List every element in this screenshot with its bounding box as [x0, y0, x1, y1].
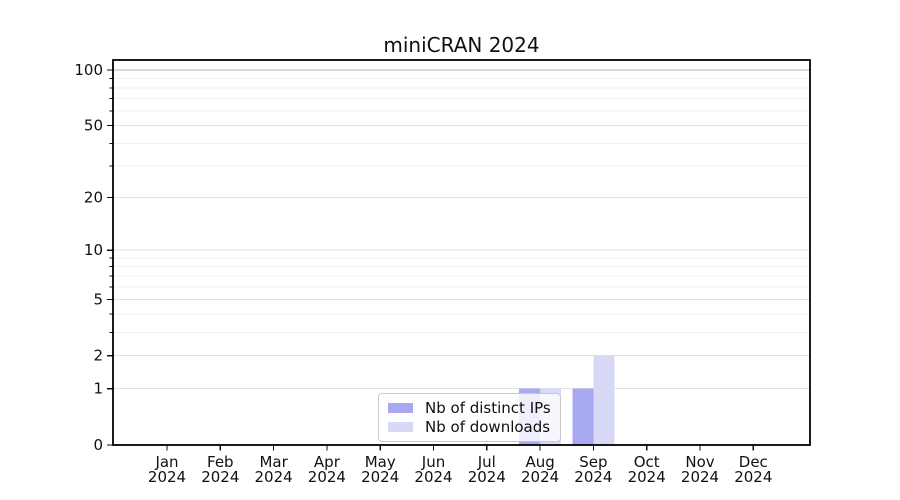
y-tick-label: 0	[93, 436, 103, 454]
y-tick-label: 5	[93, 290, 103, 308]
x-tick-label-year: 2024	[255, 468, 293, 486]
bar-distinct-ips	[572, 388, 594, 445]
x-tick-label-year: 2024	[468, 468, 506, 486]
x-tick-label-year: 2024	[414, 468, 452, 486]
legend-label-distinct-ips: Nb of distinct IPs	[425, 399, 551, 417]
y-tick-label: 100	[74, 61, 103, 79]
legend-swatch-distinct-ips	[388, 403, 413, 413]
x-tick-label-month: Jan	[154, 453, 178, 471]
x-tick-label-year: 2024	[734, 468, 772, 486]
chart-title: miniCRAN 2024	[383, 33, 540, 57]
x-tick-label-month: Jul	[477, 453, 496, 471]
x-tick-label-year: 2024	[681, 468, 719, 486]
legend-item: Nb of downloads	[388, 418, 551, 436]
x-tick-label-year: 2024	[148, 468, 186, 486]
x-tick-label-month: Feb	[207, 453, 234, 471]
y-tick-label: 2	[93, 347, 103, 365]
x-tick-label-month: Oct	[634, 453, 660, 471]
legend: Nb of distinct IPs Nb of downloads	[378, 393, 561, 442]
y-tick-label: 20	[84, 189, 103, 207]
x-tick-label-year: 2024	[308, 468, 346, 486]
plot-border	[112, 59, 811, 446]
y-tick-label: 1	[93, 380, 103, 398]
legend-swatch-downloads	[388, 422, 413, 432]
x-tick-label-year: 2024	[201, 468, 239, 486]
x-tick-label-month: Mar	[259, 453, 288, 471]
x-tick-label-year: 2024	[361, 468, 399, 486]
x-tick-label-month: Nov	[685, 453, 714, 471]
x-tick-label-year: 2024	[628, 468, 666, 486]
x-tick-label-month: May	[365, 453, 396, 471]
x-tick-label-year: 2024	[521, 468, 559, 486]
legend-item: Nb of distinct IPs	[388, 399, 551, 417]
x-tick-label-month: Dec	[739, 453, 768, 471]
y-tick-label: 50	[84, 117, 103, 135]
x-tick-label-month: Aug	[525, 453, 554, 471]
bar-downloads	[593, 355, 615, 445]
x-tick-label-year: 2024	[574, 468, 612, 486]
legend-label-downloads: Nb of downloads	[425, 418, 551, 436]
x-tick-label-month: Sep	[579, 453, 607, 471]
x-tick-label-month: Jun	[421, 453, 445, 471]
y-tick-label: 10	[84, 241, 103, 259]
x-tick-label-month: Apr	[314, 453, 341, 471]
